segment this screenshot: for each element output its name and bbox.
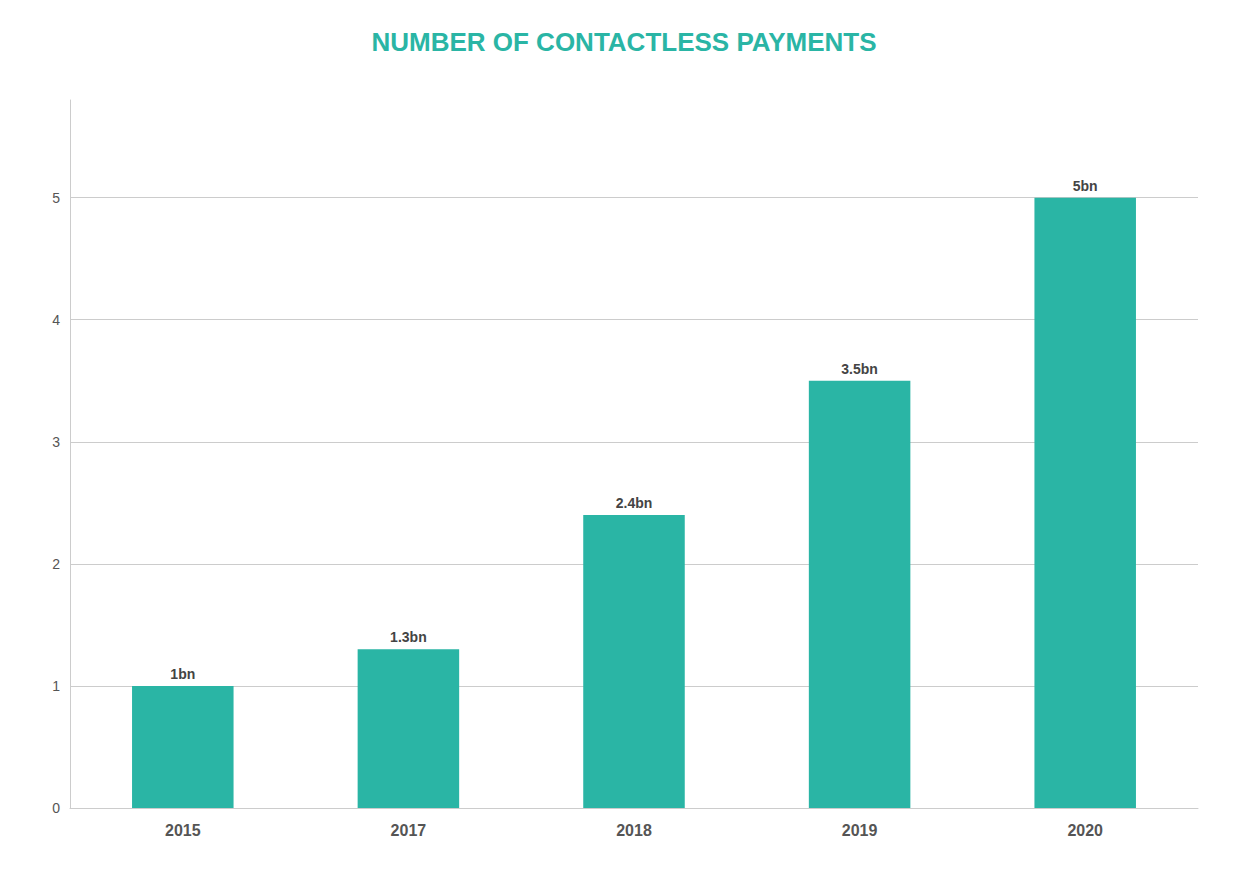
svg-text:2.4bn: 2.4bn (616, 495, 653, 511)
svg-text:4: 4 (52, 312, 60, 328)
svg-text:2020: 2020 (1067, 822, 1103, 839)
svg-text:1bn: 1bn (170, 666, 195, 682)
svg-text:2: 2 (52, 556, 60, 572)
svg-text:3.5bn: 3.5bn (841, 361, 878, 377)
svg-text:2017: 2017 (391, 822, 427, 839)
svg-text:5bn: 5bn (1073, 178, 1098, 194)
svg-text:NUMBER OF CONTACTLESS PAYMENTS: NUMBER OF CONTACTLESS PAYMENTS (371, 27, 876, 57)
svg-text:2018: 2018 (616, 822, 652, 839)
svg-text:2015: 2015 (165, 822, 201, 839)
svg-text:5: 5 (52, 190, 60, 206)
svg-text:0: 0 (52, 800, 60, 816)
svg-text:3: 3 (52, 434, 60, 450)
svg-text:2019: 2019 (842, 822, 878, 839)
svg-text:1: 1 (52, 678, 60, 694)
svg-text:1.3bn: 1.3bn (390, 629, 427, 645)
